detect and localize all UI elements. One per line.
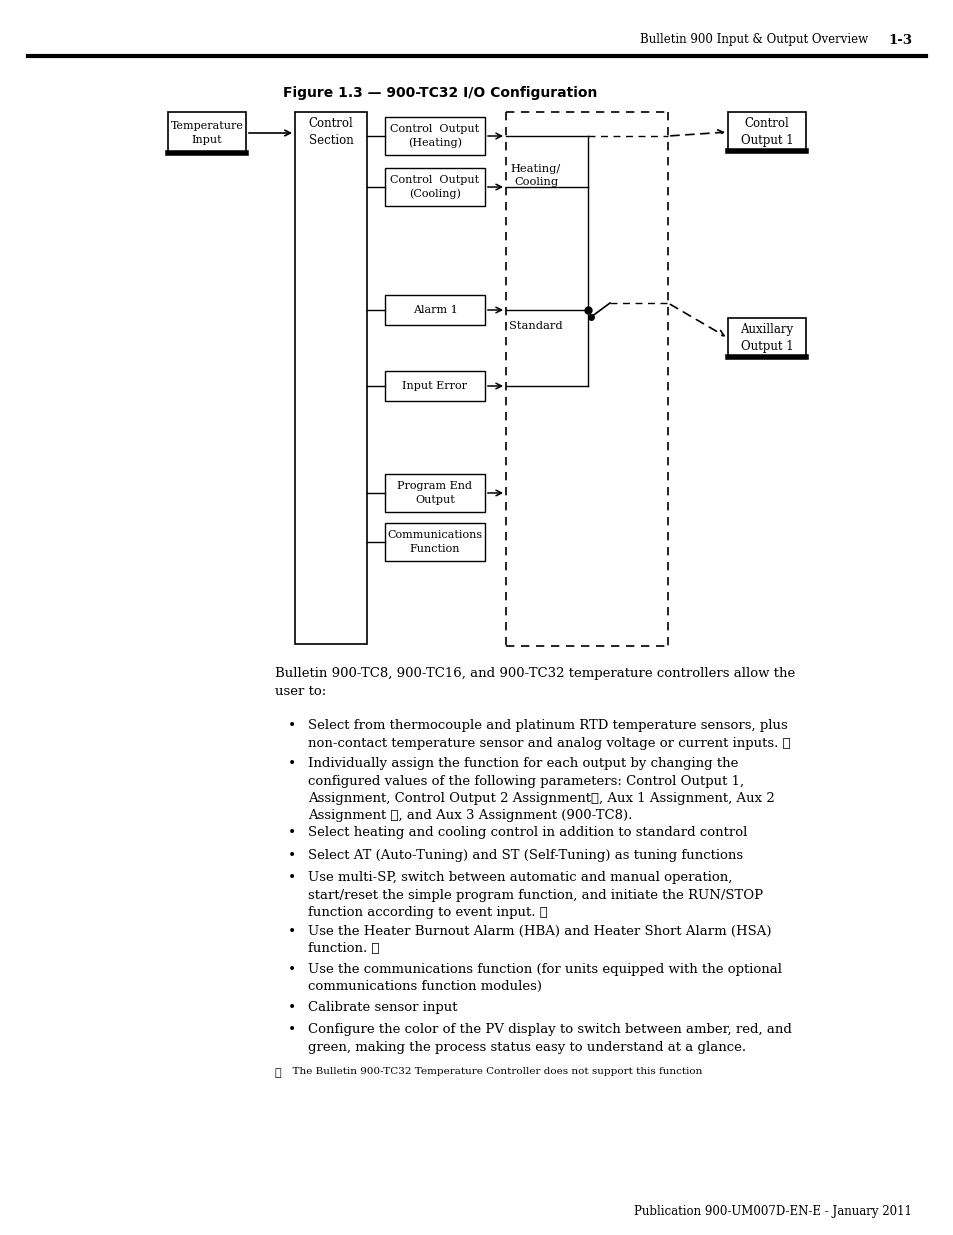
Text: Control  Output
(Heating): Control Output (Heating) bbox=[390, 124, 479, 148]
Bar bbox=[385, 168, 484, 206]
Text: Communications
Function: Communications Function bbox=[387, 530, 482, 553]
Text: The Bulletin 900-TC32 Temperature Controller does not support this function: The Bulletin 900-TC32 Temperature Contro… bbox=[286, 1067, 701, 1076]
Text: Control
Output 1: Control Output 1 bbox=[740, 117, 793, 147]
Text: Use the Heater Burnout Alarm (HBA) and Heater Short Alarm (HSA)
function. ①: Use the Heater Burnout Alarm (HBA) and H… bbox=[308, 925, 771, 955]
Text: Individually assign the function for each output by changing the
configured valu: Individually assign the function for eac… bbox=[308, 757, 774, 823]
Text: Temperature
Input: Temperature Input bbox=[171, 121, 243, 144]
Text: •: • bbox=[288, 826, 296, 840]
Text: ①: ① bbox=[274, 1067, 281, 1078]
Bar bbox=[727, 317, 805, 358]
Text: Control  Output
(Cooling): Control Output (Cooling) bbox=[390, 175, 479, 199]
Text: Figure 1.3 — 900-TC32 I/O Configuration: Figure 1.3 — 900-TC32 I/O Configuration bbox=[282, 86, 597, 100]
Text: Bulletin 900-TC8, 900-TC16, and 900-TC32 temperature controllers allow the
user : Bulletin 900-TC8, 900-TC16, and 900-TC32… bbox=[274, 667, 795, 698]
Text: Heating/: Heating/ bbox=[511, 164, 560, 174]
Text: •: • bbox=[288, 1000, 296, 1014]
Text: Calibrate sensor input: Calibrate sensor input bbox=[308, 1000, 457, 1014]
Text: Publication 900-UM007D-EN-E - January 2011: Publication 900-UM007D-EN-E - January 20… bbox=[634, 1205, 911, 1218]
Text: Select heating and cooling control in addition to standard control: Select heating and cooling control in ad… bbox=[308, 826, 746, 839]
Text: Select AT (Auto-Tuning) and ST (Self-Tuning) as tuning functions: Select AT (Auto-Tuning) and ST (Self-Tun… bbox=[308, 848, 742, 862]
Text: •: • bbox=[288, 848, 296, 862]
Text: Select from thermocouple and platinum RTD temperature sensors, plus
non-contact : Select from thermocouple and platinum RT… bbox=[308, 719, 790, 750]
Text: Input Error: Input Error bbox=[402, 382, 467, 391]
Text: •: • bbox=[288, 757, 296, 771]
Bar bbox=[385, 295, 484, 325]
Text: Standard: Standard bbox=[509, 321, 562, 331]
Bar bbox=[294, 112, 367, 643]
Bar bbox=[385, 474, 484, 513]
Text: •: • bbox=[288, 871, 296, 885]
Text: 1-3: 1-3 bbox=[887, 33, 911, 47]
Text: Configure the color of the PV display to switch between amber, red, and
green, m: Configure the color of the PV display to… bbox=[308, 1023, 791, 1053]
Text: Cooling: Cooling bbox=[514, 177, 558, 186]
Text: Program End
Output: Program End Output bbox=[397, 482, 472, 505]
Text: Use the communications function (for units equipped with the optional
communicat: Use the communications function (for uni… bbox=[308, 962, 781, 993]
Text: Alarm 1: Alarm 1 bbox=[413, 305, 456, 315]
Text: Auxillary
Output 1: Auxillary Output 1 bbox=[740, 324, 793, 353]
Text: •: • bbox=[288, 962, 296, 977]
Bar bbox=[385, 117, 484, 156]
Text: Bulletin 900 Input & Output Overview: Bulletin 900 Input & Output Overview bbox=[639, 33, 867, 47]
Text: Use multi-SP, switch between automatic and manual operation,
start/reset the sim: Use multi-SP, switch between automatic a… bbox=[308, 871, 762, 919]
Bar bbox=[727, 112, 805, 152]
Text: •: • bbox=[288, 925, 296, 939]
Bar bbox=[385, 522, 484, 561]
Text: •: • bbox=[288, 1023, 296, 1037]
Text: Control
Section: Control Section bbox=[309, 117, 353, 147]
Text: •: • bbox=[288, 719, 296, 734]
Bar bbox=[385, 370, 484, 401]
Bar bbox=[168, 112, 246, 154]
